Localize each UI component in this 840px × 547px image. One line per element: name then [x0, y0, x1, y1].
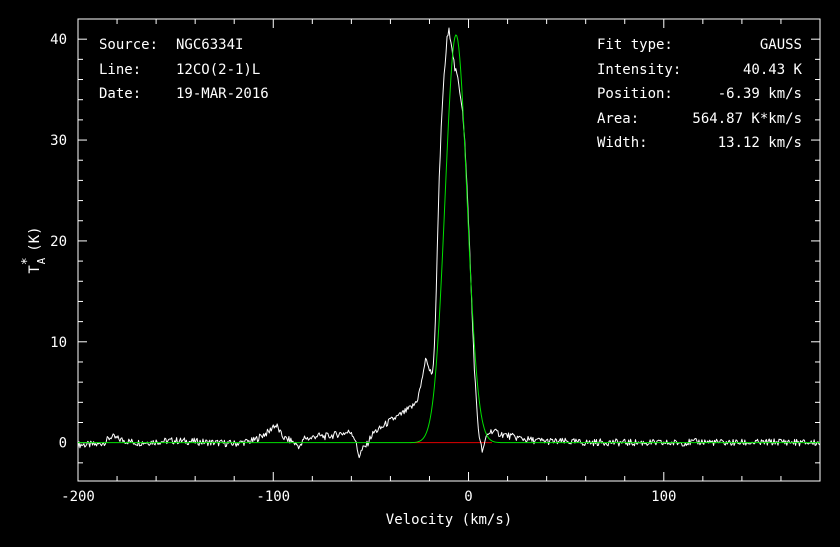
- y-axis-label: T*A (K): [20, 226, 48, 273]
- info-row: Date: 19-MAR-2016: [99, 82, 269, 107]
- gaussian-fit-series: [78, 34, 820, 444]
- fit-results-block: Fit type: GAUSS Intensity: 40.43 K Position:…: [597, 33, 802, 156]
- fit-key: Width:: [597, 135, 648, 151]
- y-tick-label: 10: [50, 335, 67, 351]
- info-key: Date:: [99, 86, 142, 102]
- axis-tick-labels: -200 -100 0 100 0 10 20 30 40: [50, 32, 676, 505]
- x-tick-label: 100: [651, 489, 676, 505]
- info-value: 19-MAR-2016: [176, 86, 269, 102]
- fit-key: Intensity:: [597, 61, 682, 78]
- y-tick-label: 20: [50, 234, 67, 250]
- fit-row: Area: 564.87 K*km/s: [597, 107, 802, 132]
- x-tick-label: 0: [464, 489, 472, 505]
- plot-frame: [77, 18, 821, 482]
- svg-text:T*A(K): T*A (K): [20, 226, 48, 273]
- fit-key: Fit type:: [597, 37, 673, 53]
- y-axis-label-sup: *: [20, 257, 35, 265]
- fit-value: -6.39 km/s: [717, 86, 802, 102]
- series-layer: [77, 27, 821, 459]
- axis-ticks: [77, 18, 821, 481]
- x-axis-label: Velocity (km/s): [386, 512, 512, 528]
- spectrum-info-block: Source: NGC6334I Line: 12CO(2-1)L Date: 19-MA…: [99, 33, 269, 107]
- y-tick-label: 30: [50, 133, 67, 149]
- fit-value: GAUSS: [759, 37, 802, 53]
- fit-value: 13.12 km/s: [717, 135, 802, 151]
- y-tick-label: 40: [50, 32, 67, 48]
- fit-row: Position: -6.39 km/s: [597, 82, 802, 107]
- fit-key: Area:: [597, 110, 640, 127]
- info-key: Source:: [99, 37, 159, 53]
- y-axis-label-main: T: [27, 265, 43, 274]
- fit-value: 40.43 K: [742, 61, 802, 78]
- y-axis-label-sub: A: [35, 257, 48, 264]
- fit-key: Position:: [597, 86, 673, 102]
- info-row: Source: NGC6334I: [99, 33, 269, 58]
- y-tick-label: 0: [59, 436, 67, 452]
- fit-row: Intensity: 40.43 K: [597, 58, 802, 83]
- fit-row: Fit type: GAUSS: [597, 33, 802, 58]
- info-key: Line:: [99, 61, 142, 78]
- fit-value: 564.87 K*km/s: [692, 110, 802, 127]
- x-tick-label: -200: [61, 489, 95, 505]
- fit-row: Width: 13.12 km/s: [597, 131, 802, 156]
- info-value: NGC6334I: [176, 37, 244, 53]
- x-tick-label: -100: [256, 489, 290, 505]
- spectrum-series: [77, 27, 821, 459]
- y-axis-label-unit: (K): [27, 226, 43, 251]
- info-value: 12CO(2-1)L: [176, 61, 261, 78]
- info-row: Line: 12CO(2-1)L: [99, 58, 269, 83]
